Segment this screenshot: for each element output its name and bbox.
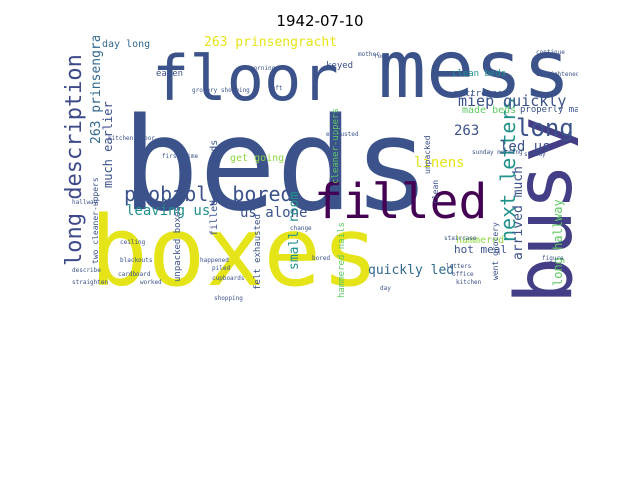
wordcloud-word: two cleaner-uppers bbox=[91, 177, 100, 264]
wordcloud-word: kitchen bbox=[456, 279, 482, 286]
wordcloud-word: cardboard bbox=[118, 271, 151, 278]
wordcloud-word: happened bbox=[200, 257, 229, 264]
wordcloud-word: went grocery bbox=[491, 222, 500, 280]
wordcloud-word: hallway bbox=[72, 199, 98, 206]
wordcloud-word: change bbox=[290, 225, 312, 232]
wordcloud-word: clean beds bbox=[452, 69, 507, 79]
wordcloud-word: us alone bbox=[240, 205, 308, 221]
wordcloud-word: linens bbox=[414, 155, 465, 171]
wordcloud-word: straighten bbox=[72, 279, 109, 286]
wordcloud-word: get going bbox=[230, 153, 285, 164]
wordcloud-word: figure bbox=[542, 255, 564, 262]
wordcloud-word: worked bbox=[140, 279, 162, 286]
wordcloud-word: left bbox=[268, 85, 283, 92]
wordcloud-word: shopping bbox=[214, 295, 243, 302]
wordcloud-word: staircase bbox=[444, 235, 477, 242]
wordcloud-word: long hallway bbox=[551, 199, 565, 286]
wordcloud-word: probably bored bbox=[124, 182, 293, 206]
wordcloud-word: sunday bbox=[524, 151, 546, 158]
wordcloud-word: ceiling bbox=[120, 239, 146, 246]
wordcloud-word: piled bbox=[212, 265, 231, 272]
wordcloud-word: grocery shopping bbox=[192, 87, 250, 94]
wordcloud-word: hot meal bbox=[454, 243, 507, 256]
wordcloud-word: 263 prinsengracht bbox=[204, 36, 338, 50]
wordcloud-word: floor bbox=[152, 42, 339, 115]
wordcloud-word: describe bbox=[72, 267, 101, 274]
wordcloud-word: morning bbox=[250, 65, 276, 72]
wordcloud-word: bored bbox=[312, 255, 331, 262]
wordcloud-word: filled bbox=[314, 174, 488, 230]
wordcloud-word: day bbox=[380, 285, 391, 292]
wordcloud-word: letters bbox=[446, 263, 472, 270]
wordcloud-word: mattresses bbox=[454, 89, 509, 99]
wordcloud-word: office bbox=[452, 271, 474, 278]
wordcloud-word: properly made bbox=[520, 105, 578, 115]
wordcloud-word: felt exhausted bbox=[253, 214, 263, 290]
wordcloud-word: blackouts bbox=[120, 257, 153, 264]
wordcloud-word: 263 bbox=[454, 123, 480, 139]
wordcloud-word: unpacked bbox=[423, 135, 432, 174]
wordcloud-word: exhausted bbox=[326, 131, 359, 138]
wordcloud-word: keyed bbox=[326, 61, 354, 71]
wordcloud-word: straightened bbox=[536, 71, 578, 78]
wordcloud-word: beds bbox=[122, 91, 431, 240]
wordcloud-word: long description bbox=[62, 54, 87, 266]
wordcloud-word: first time bbox=[162, 153, 199, 160]
wordcloud-word: eaten bbox=[156, 69, 184, 79]
wordcloud-word: quickly led bbox=[368, 263, 455, 278]
wordcloud-word: hammered bbox=[456, 235, 505, 246]
wordcloud-word: long bbox=[516, 114, 574, 142]
wordcloud-word: cleaner-uppers bbox=[331, 108, 341, 184]
wordcloud-word: continue bbox=[536, 49, 565, 56]
wordcloud-word: filled cupboards bbox=[209, 139, 220, 236]
wordcloud-word: boxes bbox=[90, 196, 379, 302]
wordcloud-word: clean bbox=[431, 179, 440, 204]
wordcloud-word: miep quickly bbox=[458, 92, 567, 110]
wordcloud-word: mess bbox=[378, 36, 571, 116]
wordcloud-word: made beds bbox=[462, 105, 517, 116]
wordcloud-word: leaving us bbox=[126, 203, 211, 219]
wordcloud-word: day long bbox=[102, 39, 151, 50]
wordcloud-word: arrived much bbox=[511, 166, 526, 260]
wordcloud-word: hammered nails bbox=[337, 222, 347, 298]
wordcloud-word: mother bbox=[358, 51, 380, 58]
wordcloud-word: cupboards bbox=[212, 275, 245, 282]
wordcloud-word: sunday morning bbox=[472, 149, 523, 156]
wordcloud-word: unpacked boxes bbox=[173, 206, 183, 282]
figure-title: 1942-07-10 bbox=[276, 12, 364, 30]
wordcloud-word: much earlier bbox=[101, 101, 115, 188]
wordcloud-word: room bbox=[374, 53, 389, 60]
wordcloud-word: led us bbox=[500, 139, 551, 155]
wordcloud-word: kitchen floor bbox=[108, 135, 155, 142]
wordcloud: beds boxes mess floor busy filled probably bor… bbox=[62, 36, 578, 302]
